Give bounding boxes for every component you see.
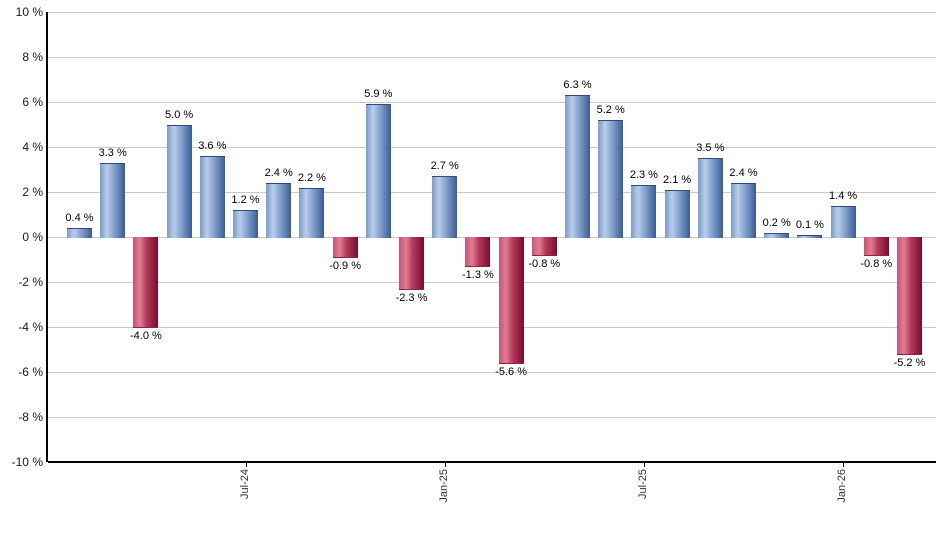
y-axis-tick-label: 4 % (22, 140, 43, 154)
bar-value-label: 5.0 % (165, 108, 194, 121)
gridline (48, 237, 936, 238)
bar-value-label: -5.2 % (893, 357, 926, 369)
bar-positive (100, 162, 126, 238)
gridline (48, 57, 936, 58)
bar-value-label: 3.5 % (696, 142, 725, 155)
y-axis-tick-label: -10 % (11, 455, 43, 469)
bar-positive (365, 104, 391, 238)
bar-value-label: 3.3 % (98, 146, 127, 159)
gridline (48, 12, 936, 13)
x-axis-tick-label: Jul-24 (238, 469, 251, 499)
bar-negative (332, 237, 358, 259)
bar-positive (166, 124, 192, 238)
bar-value-label: 2.7 % (430, 160, 459, 173)
bar-value-label: -4.0 % (129, 330, 162, 342)
x-axis-tick-label: Jul-25 (636, 469, 649, 499)
bar-value-label: 2.4 % (729, 167, 758, 179)
bar-positive (797, 234, 823, 238)
bar-value-label: -0.9 % (329, 260, 361, 273)
bar-negative (498, 237, 524, 364)
bar-negative (465, 237, 491, 268)
x-axis-tick-label: Jan-26 (836, 469, 849, 503)
x-axis-tick (444, 462, 446, 467)
bar-value-label: 2.4 % (264, 167, 293, 179)
bar-positive (299, 187, 325, 238)
bar-value-label: 5.9 % (364, 88, 393, 101)
y-axis-tick-label: -6 % (18, 365, 43, 379)
gridline (48, 327, 936, 328)
gridline (48, 192, 936, 193)
bar-positive (432, 176, 458, 238)
bar-value-label: 5.2 % (596, 104, 625, 116)
y-axis-tick-label: 6 % (22, 95, 43, 109)
y-axis-line (46, 12, 48, 462)
bar-value-label: 2.2 % (297, 171, 326, 184)
bar-negative (531, 237, 557, 256)
bar-positive (233, 210, 258, 238)
bar-positive (67, 228, 92, 238)
bar-negative (863, 237, 889, 256)
bar-value-label: 2.3 % (629, 169, 658, 182)
y-axis-tick-label: -4 % (18, 320, 43, 334)
gridline (48, 282, 936, 283)
gridline (48, 372, 936, 373)
bar-negative (897, 237, 922, 355)
bar-value-label: -5.6 % (495, 366, 527, 378)
y-axis-tick-label: -8 % (18, 410, 43, 424)
gridline (48, 417, 936, 418)
x-axis-tick (245, 462, 247, 467)
gridline (48, 147, 936, 148)
x-axis-tick (843, 462, 845, 467)
bar-value-label: 1.4 % (829, 189, 858, 202)
bar-positive (830, 205, 856, 238)
bar-value-label: -0.8 % (860, 258, 893, 270)
bar-positive (631, 185, 657, 238)
bar-positive (565, 95, 590, 238)
bar-positive (764, 232, 790, 238)
bar-value-label: -2.3 % (395, 291, 428, 304)
bar-value-label: 3.6 % (198, 140, 227, 152)
y-axis-tick-label: 10 % (15, 5, 43, 19)
gridline (48, 102, 936, 103)
bar-positive (731, 183, 756, 238)
y-axis-tick-label: 8 % (22, 50, 43, 64)
bar-positive (664, 189, 690, 238)
x-axis-tick (643, 462, 645, 467)
x-axis-tick-label: Jan-25 (437, 469, 450, 503)
bar-negative (133, 237, 159, 328)
bar-positive (199, 156, 225, 238)
bar-value-label: 0.4 % (65, 212, 94, 224)
bar-positive (697, 158, 723, 238)
bar-value-label: 2.1 % (663, 173, 692, 186)
y-axis-tick-label: -2 % (18, 275, 43, 289)
bar-negative (399, 237, 424, 290)
bar-value-label: 6.3 % (563, 79, 592, 92)
bar-value-label: 1.2 % (231, 194, 260, 206)
y-axis-tick-label: 0 % (22, 230, 43, 244)
x-axis-line (48, 461, 936, 463)
bar-value-label: 0.1 % (795, 218, 824, 231)
bar-value-label: 0.2 % (762, 216, 791, 229)
bar-value-label: -1.3 % (461, 269, 494, 282)
bar-positive (598, 120, 624, 238)
bar-positive (266, 183, 292, 238)
y-axis-tick-label: 2 % (22, 185, 43, 199)
bar-value-label: -0.8 % (528, 258, 561, 270)
